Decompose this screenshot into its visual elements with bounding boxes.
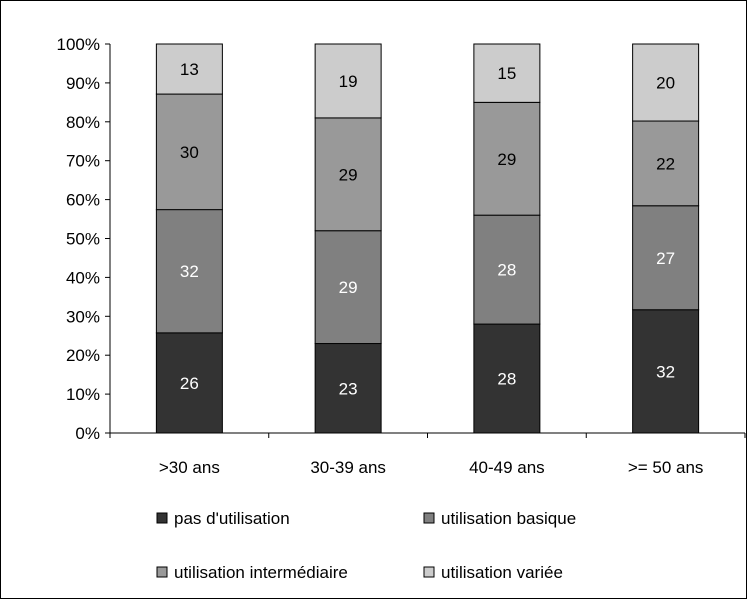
y-tick-label: 70% (66, 152, 100, 171)
y-tick-label: 50% (66, 230, 100, 249)
bar-segment (632, 120, 700, 207)
bar-segment (473, 323, 541, 434)
bar-segment (314, 117, 382, 232)
bar-segment (314, 343, 382, 434)
bar-segment (314, 43, 382, 119)
y-tick-label: 40% (66, 268, 100, 287)
legend: pas d'utilisation utilisation basique util… (156, 509, 576, 582)
y-tick-label: 80% (66, 113, 100, 132)
y-axis: 0% 10% 20% 30% 40% 50% 60% 70% 80% 90% 100% (57, 35, 111, 443)
y-tick-label: 20% (66, 346, 100, 365)
x-tick-label: >= 50 ans (628, 458, 704, 477)
data-label: 22 (656, 154, 675, 173)
bar-segment (632, 43, 700, 122)
legend-swatch (156, 512, 168, 524)
data-label: 29 (339, 278, 358, 297)
data-label: 32 (656, 362, 675, 381)
y-tick-label: 60% (66, 191, 100, 210)
data-label: 29 (339, 165, 358, 184)
data-label: 28 (497, 261, 516, 280)
bar-segment (155, 209, 223, 334)
y-tick-label: 90% (66, 74, 100, 93)
legend-swatch (423, 566, 435, 578)
data-label: 26 (180, 374, 199, 393)
bar-segment (473, 214, 541, 325)
data-label: 28 (497, 370, 516, 389)
x-tick-label: 40-49 ans (469, 458, 545, 477)
legend-swatch (423, 512, 435, 524)
legend-swatch (156, 566, 168, 578)
bar-segment (314, 230, 382, 345)
bars: 26 32 30 13 23 29 29 19 28 28 29 15 32 27 22 20 (155, 43, 700, 434)
data-label: 13 (180, 60, 199, 79)
data-label: 30 (180, 143, 199, 162)
y-tick-label: 30% (66, 307, 100, 326)
x-tick-label: 30-39 ans (310, 458, 386, 477)
data-label: 23 (339, 379, 358, 398)
data-label: 27 (656, 249, 675, 268)
legend-label: utilisation basique (441, 509, 576, 528)
x-tick-label: >30 ans (159, 458, 220, 477)
bar-segment (155, 93, 223, 211)
legend-label: utilisation variée (441, 563, 563, 582)
data-label: 29 (497, 150, 516, 169)
y-tick-label: 100% (57, 35, 100, 54)
data-label: 32 (180, 262, 199, 281)
y-tick-label: 10% (66, 385, 100, 404)
bar-segment (473, 43, 541, 103)
data-label: 15 (497, 64, 516, 83)
bar-segment (155, 332, 223, 434)
data-label: 19 (339, 72, 358, 91)
bar-segment (473, 101, 541, 216)
legend-label: pas d'utilisation (174, 509, 290, 528)
bar-segment (155, 43, 223, 95)
data-label: 20 (656, 74, 675, 93)
y-tick-label: 0% (75, 424, 100, 443)
legend-label: utilisation intermédiaire (174, 563, 348, 582)
